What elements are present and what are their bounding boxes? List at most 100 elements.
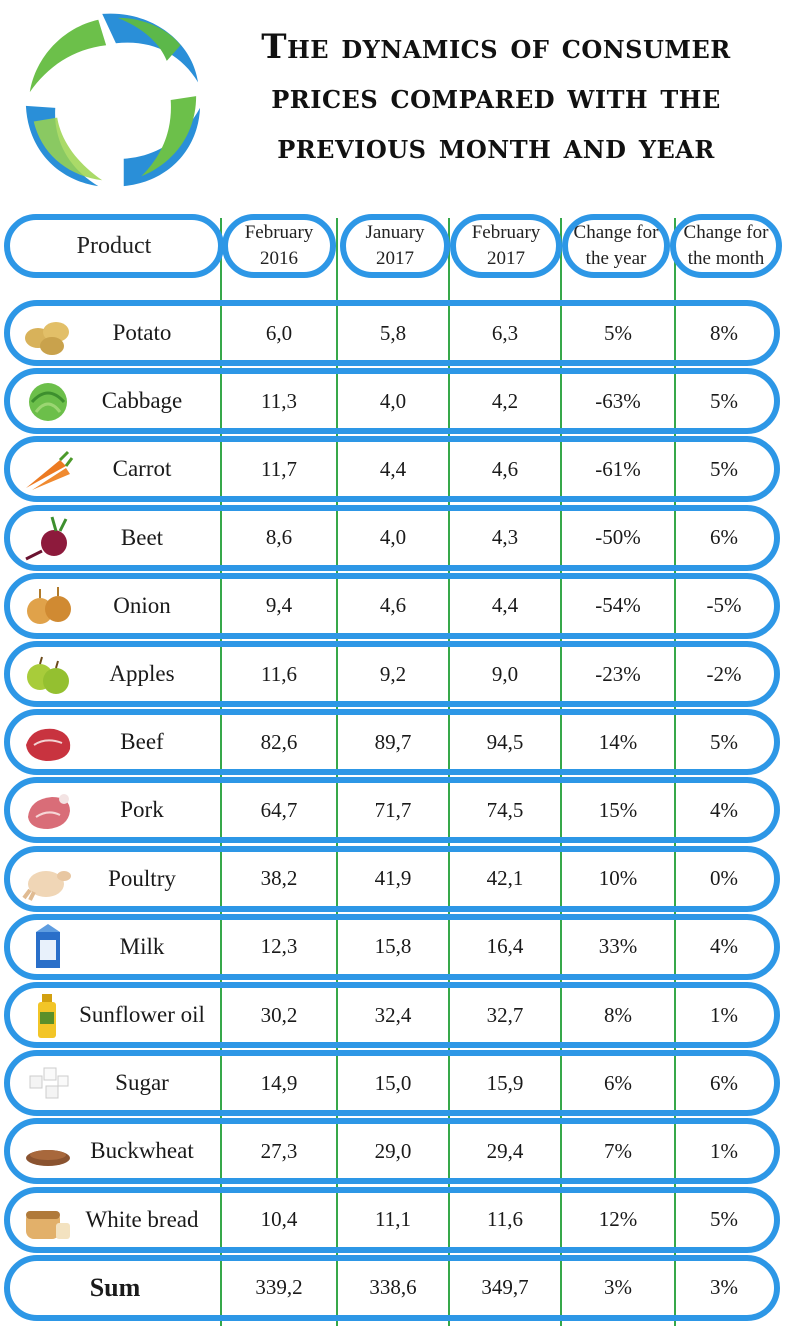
change-for-month: 3%: [710, 1275, 738, 1300]
change-for-month: 1%: [710, 1138, 738, 1163]
change-for-year: 15%: [598, 797, 638, 822]
change-for-month: 4%: [710, 934, 738, 959]
change-for-month: 1%: [710, 1002, 738, 1027]
price-jan-2017: 71,7: [374, 797, 412, 822]
apples-icon: [27, 656, 69, 694]
change-for-year: -61%: [595, 456, 641, 481]
change-for-month: 5%: [710, 456, 738, 481]
price-feb-2016: 8,6: [265, 525, 293, 550]
price-jan-2017: 9,2: [379, 661, 407, 686]
product-name: Apples: [109, 661, 175, 686]
price-jan-2017: 15,0: [374, 1070, 412, 1095]
change-for-year: -50%: [595, 525, 641, 550]
potato-icon: [25, 322, 69, 355]
row-pill-border: [4, 1050, 780, 1117]
table-row: Cabbage 11,3 4,0 4,2 -63% 5%: [4, 368, 780, 435]
change-for-month: 6%: [710, 1070, 738, 1095]
row-pill-border: [4, 436, 780, 503]
price-feb-2017: 15,9: [486, 1070, 524, 1095]
cabbage-icon: [29, 383, 67, 422]
row-pill-border: [4, 368, 780, 435]
table-row: Sugar 14,9 15,0 15,9 6% 6%: [4, 1050, 780, 1117]
table-row: Buckwheat 27,3 29,0 29,4 7% 1%: [4, 1118, 780, 1185]
price-feb-2017: 94,5: [486, 729, 524, 754]
row-pill-border: [4, 1118, 780, 1185]
price-jan-2017: 4,6: [379, 593, 407, 618]
price-feb-2016: 30,2: [260, 1002, 298, 1027]
price-feb-2017: 11,6: [487, 1207, 523, 1232]
row-pill-border: [4, 572, 780, 639]
change-for-year: -54%: [595, 593, 641, 618]
change-for-year: 7%: [604, 1138, 632, 1163]
price-feb-2016: 14,9: [260, 1070, 298, 1095]
price-feb-2017: 4,2: [491, 388, 519, 413]
product-name: Sum: [89, 1272, 141, 1302]
price-jan-2017: 338,6: [369, 1275, 417, 1300]
change-for-year: -63%: [595, 388, 641, 413]
header-jan-2017: January 2017: [340, 214, 450, 278]
price-feb-2016: 6,0: [265, 320, 293, 345]
price-feb-2017: 6,3: [491, 320, 519, 345]
product-name: Milk: [119, 933, 165, 959]
row-pill-border: [4, 300, 780, 366]
change-for-year: 5%: [604, 320, 632, 345]
change-for-month: 5%: [710, 729, 738, 754]
swirl-logo: [25, 13, 201, 187]
price-feb-2016: 38,2: [260, 866, 298, 891]
change-for-month: 5%: [710, 1207, 738, 1232]
price-feb-2016: 11,3: [261, 388, 297, 413]
price-feb-2016: 64,7: [260, 797, 298, 822]
poultry-icon: [22, 870, 71, 901]
header-feb-2016: February 2016: [222, 214, 336, 278]
price-feb-2017: 29,4: [486, 1138, 524, 1163]
change-for-year: 33%: [598, 934, 638, 959]
table-row: Sunflower oil 30,2 32,4 32,7 8% 1%: [4, 982, 780, 1048]
price-jan-2017: 32,4: [374, 1002, 412, 1027]
product-name: White bread: [85, 1206, 199, 1232]
header-change-year: Change for the year: [562, 214, 670, 278]
change-for-year: 8%: [604, 1002, 632, 1027]
price-feb-2016: 10,4: [260, 1207, 298, 1232]
price-feb-2017: 74,5: [486, 797, 524, 822]
change-for-month: 0%: [710, 866, 738, 891]
row-pill-border: [4, 1186, 780, 1253]
change-for-year: 6%: [604, 1070, 632, 1095]
price-feb-2017: 16,4: [486, 934, 524, 959]
product-name: Pork: [120, 797, 164, 823]
carrot-icon: [26, 451, 74, 491]
milk-carton-icon: [36, 923, 60, 968]
product-name: Poultry: [108, 865, 176, 891]
row-pill-border: [4, 777, 780, 844]
product-name: Cabbage: [101, 388, 183, 414]
price-feb-2016: 11,6: [261, 661, 297, 686]
price-feb-2016: 9,4: [265, 593, 293, 618]
page-title: The dynamics of consumer prices compared…: [261, 27, 731, 167]
change-for-year: 3%: [604, 1275, 632, 1300]
price-feb-2017: 42,1: [486, 866, 524, 891]
table-row: Beef 82,6 89,7 94,5 14% 5%: [4, 709, 780, 776]
change-for-year: -23%: [595, 661, 641, 686]
price-jan-2017: 5,8: [379, 320, 407, 345]
sum-row: Sum 339,2 338,6 349,7 3% 3%: [4, 1254, 780, 1321]
price-feb-2017: 32,7: [486, 1002, 524, 1027]
row-pill-border: [4, 641, 780, 707]
price-jan-2017: 41,9: [374, 866, 412, 891]
change-for-year: 14%: [598, 729, 638, 754]
row-pill-border: [4, 982, 780, 1048]
price-feb-2017: 9,0: [491, 661, 519, 686]
product-name: Sugar: [115, 1070, 169, 1096]
table-row: Poultry 38,2 41,9 42,1 10% 0%: [4, 845, 780, 912]
price-feb-2016: 12,3: [260, 934, 298, 959]
change-for-month: 6%: [710, 525, 738, 550]
price-jan-2017: 29,0: [374, 1138, 412, 1163]
price-feb-2016: 82,6: [260, 729, 298, 754]
onion-icon: [27, 586, 71, 624]
price-jan-2017: 89,7: [374, 729, 412, 754]
product-name: Beef: [120, 729, 164, 755]
price-jan-2017: 4,4: [379, 456, 407, 481]
table-row: Onion 9,4 4,6 4,4 -54% -5%: [4, 572, 780, 639]
table-row: Pork 64,7 71,7 74,5 15% 4%: [4, 777, 780, 844]
table-row: Beet 8,6 4,0 4,3 -50% 6%: [4, 504, 780, 571]
change-for-year: 12%: [598, 1207, 638, 1232]
row-pill-border: [4, 913, 780, 980]
